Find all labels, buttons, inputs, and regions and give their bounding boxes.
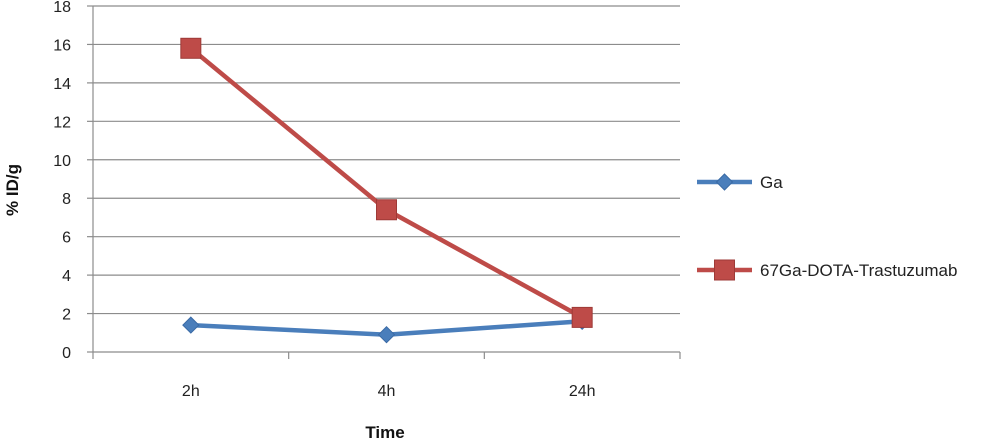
y-tick-label: 18: [53, 0, 71, 16]
legend-item: 67Ga-DOTA-Trastuzumab: [697, 259, 957, 281]
x-tick-label: 4h: [378, 383, 396, 400]
x-tick-labels: 2h 4h 24h: [182, 383, 596, 400]
y-tick-label: 14: [53, 76, 71, 93]
y-tick-label: 2: [62, 307, 71, 324]
y-tick-label: 16: [53, 37, 71, 54]
gridlines: [93, 5, 680, 315]
y-tick-label: 12: [53, 114, 71, 131]
series-ga: [182, 312, 591, 344]
data-point: [571, 306, 593, 328]
y-tick-label: 6: [62, 230, 71, 247]
data-point: [376, 199, 397, 221]
y-tick-labels: 0 2 4 6 8 10 12 14 16 18: [53, 0, 71, 362]
legend-marker: [714, 259, 735, 281]
series-67ga-dota-trastuzumab: [180, 37, 593, 328]
y-tick-label: 8: [62, 191, 71, 208]
x-tick-label: 2h: [182, 383, 200, 400]
data-point: [377, 325, 396, 344]
axes: [87, 5, 681, 359]
y-tick-label: 4: [62, 268, 71, 285]
y-axis-title: % ID/g: [3, 164, 22, 216]
legend-label: 67Ga-DOTA-Trastuzumab: [760, 261, 957, 280]
y-tick-label: 0: [62, 345, 71, 362]
series-group: [180, 37, 593, 344]
legend-item: Ga: [697, 173, 783, 192]
series-line: [188, 46, 585, 320]
legend-label: Ga: [760, 173, 783, 192]
x-tick-label: 24h: [569, 383, 596, 400]
x-axis-title: Time: [365, 423, 404, 441]
data-point: [182, 316, 200, 334]
data-point: [180, 37, 202, 59]
legend-marker: [715, 173, 734, 191]
legend: Ga 67Ga-DOTA-Trastuzumab: [697, 173, 957, 281]
y-tick-label: 10: [53, 153, 71, 170]
